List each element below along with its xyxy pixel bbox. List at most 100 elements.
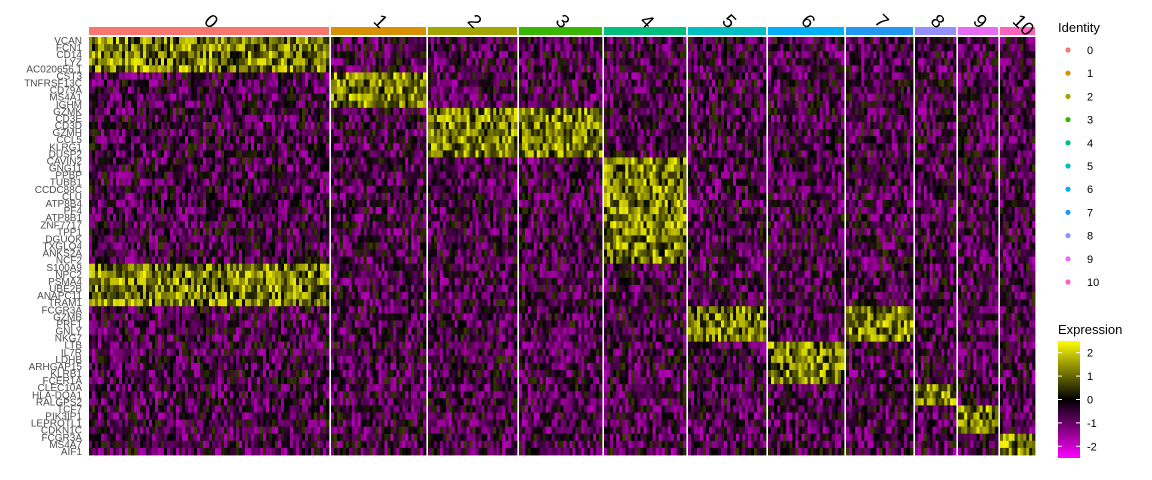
heatmap-cell xyxy=(152,136,156,144)
heatmap-cell xyxy=(236,362,240,371)
heatmap-cell xyxy=(158,214,162,222)
heatmap-cell xyxy=(212,192,216,201)
heatmap-cell xyxy=(218,292,222,300)
heatmap-cell xyxy=(155,171,159,180)
heatmap-cell xyxy=(227,348,231,357)
heatmap-cell xyxy=(260,263,264,272)
heatmap-cell xyxy=(293,228,297,236)
heatmap-cell xyxy=(224,391,228,399)
heatmap-cell xyxy=(161,51,165,59)
heatmap-cell xyxy=(326,122,330,130)
heatmap-cell xyxy=(158,327,162,335)
heatmap-cell xyxy=(176,79,180,87)
heatmap-cell xyxy=(146,391,150,399)
heatmap-cell xyxy=(155,377,159,385)
heatmap-cell xyxy=(197,313,201,321)
heatmap-cell xyxy=(263,249,267,258)
heatmap-cell xyxy=(149,72,153,80)
heatmap-cell xyxy=(302,348,306,357)
heatmap-cell xyxy=(170,185,174,194)
heatmap-cell xyxy=(296,93,300,102)
heatmap-cell xyxy=(158,355,162,364)
heatmap-cell xyxy=(155,100,159,109)
heatmap-cell xyxy=(305,107,309,116)
heatmap-cell xyxy=(164,334,168,343)
heatmap-cell xyxy=(188,235,192,243)
heatmap-cell xyxy=(305,100,309,109)
heatmap-cell xyxy=(284,171,288,180)
heatmap-cell xyxy=(221,433,225,442)
heatmap-cell xyxy=(302,171,306,180)
heatmap-cell xyxy=(236,277,240,286)
heatmap-cell xyxy=(272,79,276,87)
heatmap-cell xyxy=(116,384,120,392)
heatmap-cell xyxy=(206,320,210,328)
heatmap-cell xyxy=(110,129,114,137)
heatmap-cell xyxy=(275,433,279,442)
heatmap-cell xyxy=(230,79,234,87)
heatmap-cell xyxy=(197,79,201,87)
heatmap-cell xyxy=(194,150,198,158)
heatmap-cell xyxy=(152,398,156,406)
heatmap-cell xyxy=(278,362,282,371)
heatmap-cell xyxy=(110,72,114,80)
heatmap-cell xyxy=(212,143,216,151)
heatmap-cell xyxy=(317,447,321,456)
heatmap-cell xyxy=(143,228,147,236)
heatmap-cell xyxy=(194,391,198,399)
heatmap-cell xyxy=(161,249,165,258)
heatmap-cell xyxy=(290,249,294,258)
heatmap-cell xyxy=(122,192,126,201)
heatmap-cell xyxy=(125,405,129,413)
heatmap-cell xyxy=(326,214,330,222)
heatmap-cell xyxy=(179,320,183,328)
heatmap-cell xyxy=(218,235,222,243)
heatmap-cell xyxy=(272,348,276,357)
heatmap-cell xyxy=(275,114,279,123)
heatmap-cell xyxy=(326,51,330,59)
heatmap-cell xyxy=(155,440,159,449)
heatmap-cell xyxy=(200,299,204,307)
heatmap-cell xyxy=(113,412,117,420)
heatmap-cell xyxy=(227,164,231,173)
heatmap-cell xyxy=(236,164,240,173)
heatmap-cell xyxy=(326,355,330,364)
heatmap-cell xyxy=(248,447,252,456)
heatmap-cell xyxy=(278,178,282,187)
heatmap-cell xyxy=(248,249,252,258)
heatmap-cell xyxy=(317,93,321,102)
heatmap-cell xyxy=(206,391,210,399)
heatmap-cell xyxy=(134,171,138,180)
heatmap-cell xyxy=(104,79,108,87)
heatmap-cell xyxy=(299,355,303,364)
heatmap-cell xyxy=(263,327,267,335)
heatmap-cell xyxy=(143,313,147,321)
heatmap-cell xyxy=(110,277,114,286)
heatmap-cell xyxy=(215,199,219,208)
heatmap-cell xyxy=(128,341,132,350)
heatmap-cell xyxy=(245,256,249,265)
heatmap-cell xyxy=(299,150,303,158)
heatmap-cell xyxy=(152,44,156,52)
heatmap-cell xyxy=(176,263,180,272)
heatmap-cell xyxy=(314,334,318,343)
heatmap-cell xyxy=(236,51,240,59)
heatmap-cell xyxy=(239,143,243,151)
heatmap-cell xyxy=(284,228,288,236)
heatmap-cell xyxy=(194,299,198,307)
heatmap-cell xyxy=(194,270,198,279)
heatmap-cell xyxy=(125,369,129,378)
heatmap-cell xyxy=(299,263,303,272)
heatmap-cell xyxy=(287,178,291,187)
heatmap-cell xyxy=(215,369,219,378)
heatmap-cell xyxy=(302,185,306,194)
heatmap-cells xyxy=(89,37,1036,456)
heatmap-cell xyxy=(203,44,207,52)
heatmap-cell xyxy=(275,313,279,321)
heatmap-cell xyxy=(320,327,324,335)
heatmap-cell xyxy=(390,79,394,87)
heatmap-cell xyxy=(284,355,288,364)
heatmap-cell xyxy=(194,242,198,250)
heatmap-cell xyxy=(278,369,282,378)
heatmap-cell xyxy=(134,235,138,243)
